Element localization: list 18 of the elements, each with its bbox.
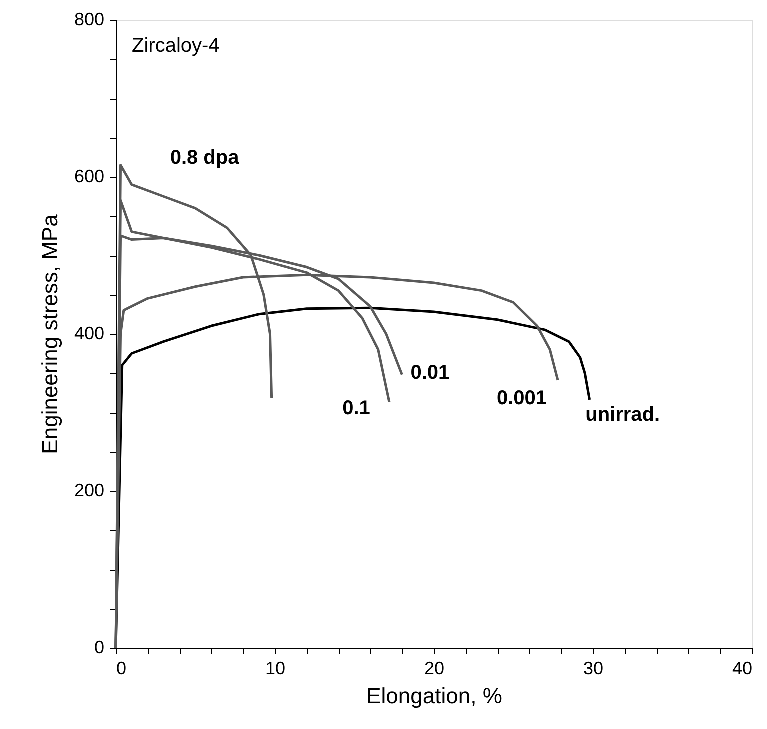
series-label: 0.001 — [496, 387, 548, 410]
y-tick-label: 800 — [74, 10, 104, 30]
series-label: 0.01 — [410, 362, 450, 384]
x-tick-label: 30 — [583, 658, 604, 678]
x-tick-label: 10 — [265, 658, 286, 678]
x-tick-label: 20 — [424, 658, 445, 678]
y-tick-label: 0 — [94, 638, 104, 658]
y-tick-label: 400 — [74, 324, 104, 344]
series-label: 0.8 dpa — [170, 147, 240, 170]
series-label: 0.1 — [342, 397, 370, 420]
x-axis-title: Elongation, % — [366, 684, 502, 708]
y-tick-label: 600 — [74, 166, 104, 186]
x-tick-label: 40 — [732, 658, 752, 678]
x-tick-label: 0 — [116, 658, 127, 678]
series-label: unirrad. — [586, 404, 660, 426]
y-axis-title: Engineering stress, MPa — [37, 214, 62, 454]
annotation: Zircaloy-4 — [132, 35, 220, 57]
y-tick-label: 200 — [74, 480, 104, 500]
